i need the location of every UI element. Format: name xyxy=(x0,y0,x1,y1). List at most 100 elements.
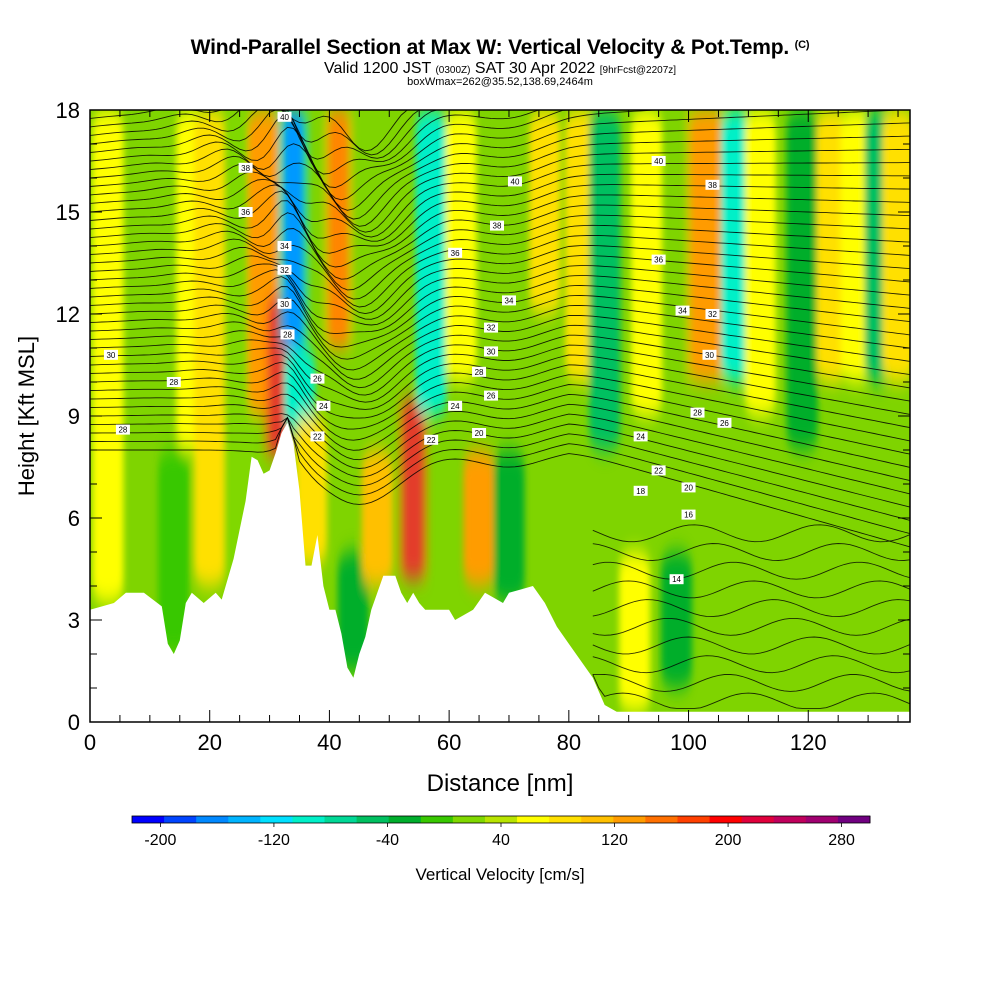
vertical-velocity-field xyxy=(92,110,910,712)
y-tick-label: 6 xyxy=(68,506,80,531)
w-column-26 xyxy=(744,110,776,416)
chart-subtitle: Valid 1200 JST (0300Z) SAT 30 Apr 2022 [… xyxy=(0,60,1000,78)
w-column-halo-13 xyxy=(397,399,429,580)
colorbar-swatch xyxy=(773,816,807,823)
contour-label-34: 20 xyxy=(681,482,696,493)
theta-contour-13 xyxy=(90,324,910,389)
contour-label-bg xyxy=(277,111,292,122)
contour-label-bg xyxy=(681,509,696,520)
contour-label-text: 24 xyxy=(636,432,645,441)
contour-label-text: 18 xyxy=(636,487,645,496)
theta-contour-28 xyxy=(90,173,910,242)
theta-contour-24 xyxy=(90,214,910,291)
forecast-info: [9hrFcst@2207z] xyxy=(599,65,677,76)
theta-contour-low-3 xyxy=(592,636,910,655)
theta-contour-6 xyxy=(90,393,910,468)
theta-contour-17 xyxy=(90,285,910,348)
contour-label-5: 30 xyxy=(277,298,292,309)
contour-label-24: 40 xyxy=(651,156,666,166)
colorbar-swatch xyxy=(741,816,775,823)
contour-label-text: 40 xyxy=(654,157,663,166)
theta-contour-22 xyxy=(90,234,910,308)
theta-contour-34 xyxy=(90,110,910,201)
colorbar-swatch xyxy=(292,816,326,823)
w-column-12 xyxy=(361,450,393,586)
theta-contour-20 xyxy=(90,255,910,320)
colorbar-swatch xyxy=(484,816,518,823)
x-tick-label: 20 xyxy=(197,730,221,755)
contour-label-bg xyxy=(705,179,720,190)
y-tick-label: 15 xyxy=(56,200,80,225)
plot-area: 40 38 36 34 32 30 28 30 28 26 24 22 28 40 38 36 34 32 30 28… xyxy=(90,110,910,722)
theta-contour-5 xyxy=(90,403,910,482)
colorbar-swatch xyxy=(452,816,486,823)
contour-label-10: 24 xyxy=(316,400,331,411)
y-tick-label: 12 xyxy=(56,302,80,327)
colorbar-swatch xyxy=(388,816,422,823)
contour-label-28: 32 xyxy=(705,309,720,319)
theta-contour-19 xyxy=(90,265,910,326)
contour-label-text: 34 xyxy=(678,307,687,316)
colorbar-tick-label: 40 xyxy=(492,832,510,849)
contour-label-text: 38 xyxy=(708,181,717,190)
x-axis: 0 20 40 60 80 100 120 xyxy=(84,110,899,755)
contour-label-32: 24 xyxy=(633,431,648,442)
y-axis-label: Height [Kft MSL] xyxy=(14,336,39,496)
box-info: boxWmax=262@35.52,138.69,2464m xyxy=(407,76,593,88)
theta-contour-14 xyxy=(90,314,910,380)
theta-contour-36 xyxy=(90,110,910,175)
contour-label-bg xyxy=(702,349,717,360)
w-column-1 xyxy=(158,450,190,654)
contour-label-bg xyxy=(633,431,648,442)
contour-label-text: 30 xyxy=(106,351,115,360)
theta-contour-7 xyxy=(90,382,910,455)
contour-label-text: 32 xyxy=(280,266,289,275)
contour-label-18: 30 xyxy=(484,346,499,357)
y-tick-label: 18 xyxy=(56,98,80,123)
y-tick-label: 9 xyxy=(68,404,80,429)
colorbar: -200 -120 -40 40 120 200 280 xyxy=(131,815,871,849)
contour-label-text: 28 xyxy=(283,330,292,339)
contour-label-text: 32 xyxy=(708,310,717,319)
contour-label-text: 22 xyxy=(654,466,663,475)
theta-contour-30 xyxy=(90,148,910,233)
w-column-9 xyxy=(295,416,328,566)
contour-label-26: 36 xyxy=(651,254,666,265)
colorbar-swatch xyxy=(837,816,871,823)
contour-label-13: 40 xyxy=(507,176,522,187)
contour-label-4: 32 xyxy=(277,264,292,275)
colorbar-swatch xyxy=(677,816,711,823)
contour-label-35: 18 xyxy=(633,485,648,496)
w-column-23 xyxy=(661,552,693,688)
theta-contour-low-0 xyxy=(592,674,910,709)
theta-contour-0 xyxy=(90,416,910,548)
contour-label-14: 38 xyxy=(490,220,505,231)
w-column-27 xyxy=(786,110,818,450)
theta-contour-37 xyxy=(90,110,910,160)
contour-label-text: 38 xyxy=(493,222,502,231)
contour-label-bg xyxy=(280,329,295,340)
contour-label-bg xyxy=(238,207,253,217)
contour-label-19: 28 xyxy=(472,366,487,377)
contour-label-text: 32 xyxy=(487,324,496,333)
contour-label-bg xyxy=(484,346,499,357)
contour-label-text: 20 xyxy=(684,483,693,492)
contour-label-bg xyxy=(103,349,118,360)
theta-contour-38 xyxy=(90,110,910,156)
contour-label-20: 26 xyxy=(484,390,499,401)
theta-contour-4 xyxy=(90,413,910,495)
theta-contour-29 xyxy=(90,162,910,238)
contour-label-bg xyxy=(501,295,516,306)
contour-label-bg xyxy=(277,264,292,275)
contour-label-bg xyxy=(316,400,331,411)
contour-label-bg xyxy=(115,424,130,435)
contour-label-bg xyxy=(490,220,505,231)
colorbar-tick-label: -120 xyxy=(258,832,290,849)
contour-label-37: 14 xyxy=(669,574,684,585)
theta-contour-21 xyxy=(90,245,910,315)
contour-label-23: 20 xyxy=(472,428,487,438)
theta-contour-27 xyxy=(90,184,910,254)
colorbar-swatch xyxy=(324,816,358,823)
contour-label-0: 40 xyxy=(277,111,292,122)
colorbar-tick-label: -200 xyxy=(144,832,176,849)
